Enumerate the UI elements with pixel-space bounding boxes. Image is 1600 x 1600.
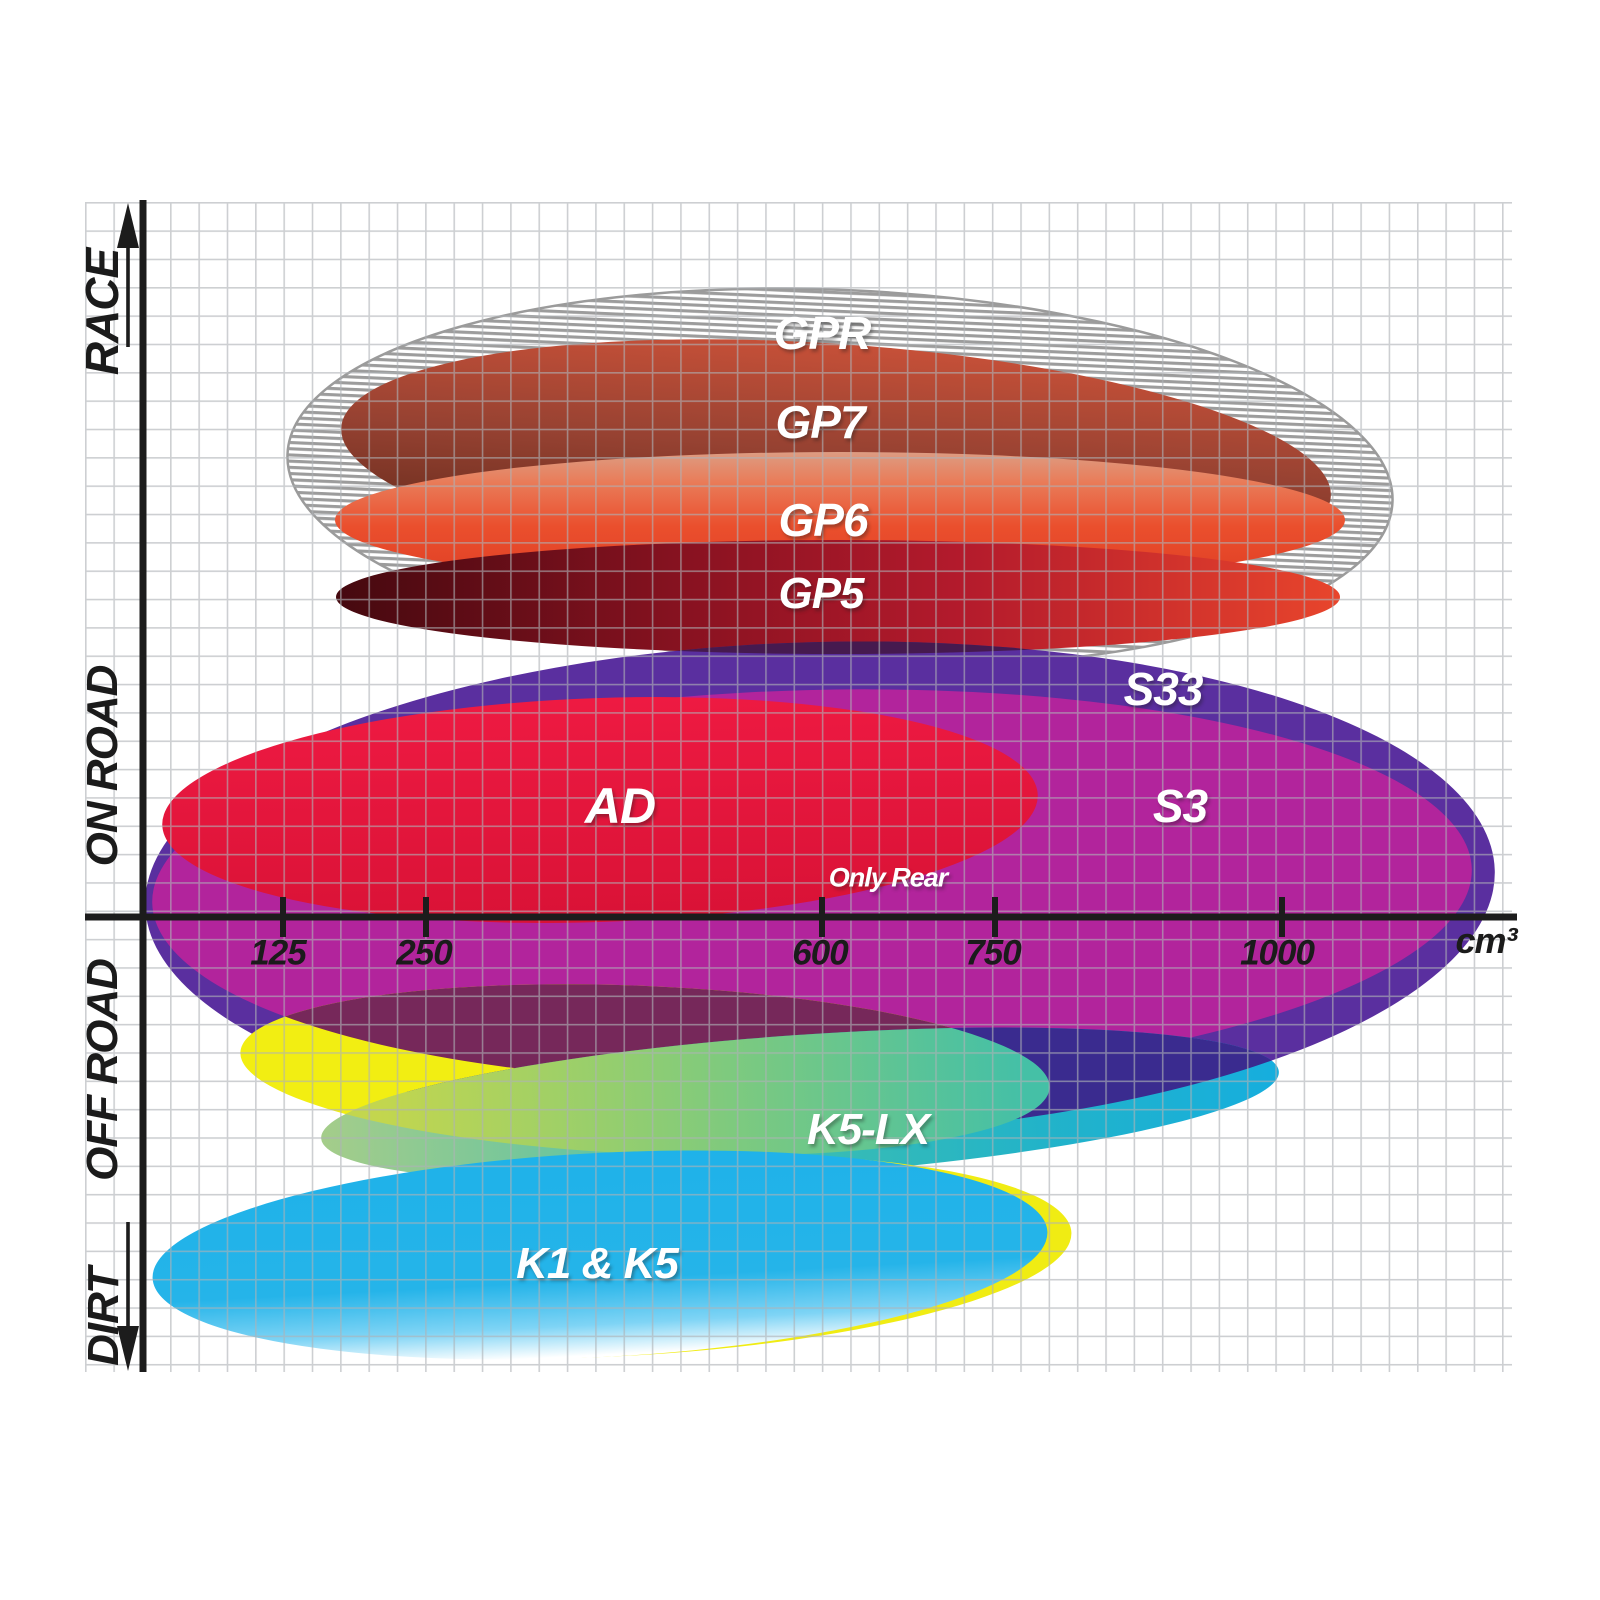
region-label-s3: S3: [1152, 780, 1208, 832]
tick-250: [423, 897, 429, 937]
tick-125: [280, 897, 286, 937]
region-label-s33: S33: [1123, 663, 1204, 715]
tick-1000: [1279, 897, 1285, 937]
annotation-only-rear: Only Rear: [828, 862, 949, 893]
x-axis-unit: cm³: [1455, 920, 1517, 961]
region-label-gp7: GP7: [775, 396, 865, 448]
y-label-race: RACE: [76, 248, 128, 376]
x-tick-label-125: 125: [250, 933, 306, 973]
race-arrow-up-icon: [117, 203, 139, 347]
x-tick-label-1000: 1000: [1240, 933, 1315, 973]
x-axis-line: [85, 913, 1517, 921]
x-tick-label-600: 600: [792, 933, 848, 973]
region-label-ad: AD: [584, 778, 656, 834]
y-axis-line: [139, 200, 147, 1372]
tick-600: [819, 897, 825, 937]
region-label-gpr: GPR: [773, 307, 872, 359]
region-label-gp6: GP6: [778, 494, 868, 546]
y-label-dirt: DIRT: [79, 1268, 128, 1366]
region-label-k1k5: K1 & K5: [516, 1239, 679, 1288]
y-label-on-road: ON ROAD: [78, 665, 127, 867]
grid-lines: [85, 202, 1512, 1372]
x-tick-label-250: 250: [396, 933, 452, 973]
tick-750: [992, 897, 998, 937]
region-label-k5lx: K5-LX: [806, 1105, 930, 1154]
region-label-gp5: GP5: [778, 569, 864, 618]
x-tick-label-750: 750: [965, 933, 1021, 973]
y-label-off-road: OFF ROAD: [78, 959, 127, 1181]
dirt-arrow-down-icon: [117, 1222, 139, 1371]
